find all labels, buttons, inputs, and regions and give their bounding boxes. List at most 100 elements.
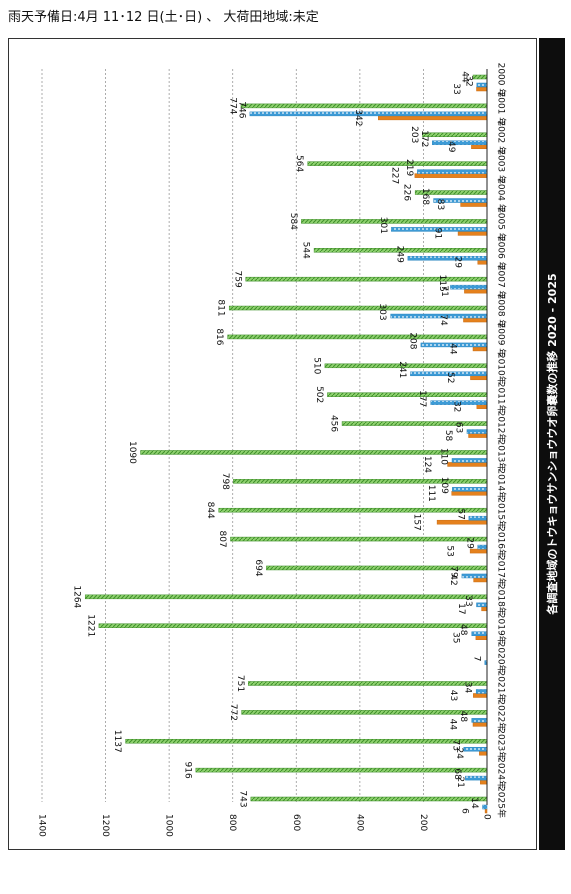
data-label: 227 — [389, 167, 399, 184]
bar — [249, 111, 488, 117]
bar — [195, 767, 488, 773]
bar — [472, 346, 488, 352]
bar — [476, 404, 488, 409]
rain-date-caption: 雨天予備日:4月 11･12 日(土･日) 、 大荷田地域:未定 — [8, 10, 319, 25]
y-tick-label: 1200 — [100, 814, 110, 837]
bar — [125, 738, 488, 744]
data-label: 510 — [311, 357, 321, 374]
data-label: 798 — [220, 473, 230, 490]
bar — [227, 334, 488, 340]
data-label: 44 — [460, 71, 470, 83]
data-label: 172 — [419, 130, 429, 147]
data-label: 157 — [412, 514, 422, 531]
bar — [471, 718, 488, 723]
bar — [473, 693, 488, 698]
data-label: 1221 — [85, 614, 95, 637]
data-label: 1137 — [112, 730, 122, 753]
data-label: 7 — [471, 656, 481, 662]
data-label: 34 — [463, 682, 473, 694]
data-label: 203 — [409, 126, 419, 143]
data-label: 564 — [294, 155, 304, 172]
data-label: 774 — [227, 97, 237, 114]
y-tick-label: 0 — [482, 814, 492, 820]
category-label: 2018年 — [496, 584, 508, 616]
data-label: 816 — [214, 328, 224, 345]
category-label: 2014年 — [496, 468, 508, 500]
data-label: 21 — [455, 776, 465, 787]
category-label: 2016年 — [496, 526, 508, 558]
y-tick-label: 800 — [227, 814, 237, 831]
bar — [465, 775, 488, 781]
category-label: 2004 年 — [496, 178, 508, 213]
bar — [240, 103, 488, 109]
bar — [461, 573, 488, 579]
bar — [475, 689, 488, 694]
data-label: 32 — [463, 75, 473, 86]
bar — [407, 256, 488, 261]
bar — [469, 548, 488, 554]
data-label: 58 — [443, 430, 453, 442]
y-tick-label: 600 — [291, 814, 301, 831]
data-label: 759 — [232, 271, 242, 288]
data-label: 53 — [445, 545, 455, 556]
bar — [460, 202, 488, 207]
data-label: 303 — [377, 303, 387, 320]
data-label: 109 — [439, 477, 449, 494]
data-label: 44 — [448, 719, 458, 731]
data-label: 71 — [439, 285, 449, 296]
data-label: 32 — [451, 401, 461, 412]
data-label: 226 — [402, 184, 412, 201]
bar — [230, 536, 488, 542]
bar — [468, 433, 488, 438]
bar — [472, 722, 488, 727]
category-label: 2001 年 — [496, 91, 508, 126]
data-label: 57 — [455, 508, 465, 519]
bar — [466, 429, 488, 434]
chart-title: 各調査地域のトウキョウサンショウウオ卵嚢数の推移 2020 - 2025 — [546, 273, 559, 615]
data-label: 772 — [228, 704, 238, 721]
bar — [140, 450, 488, 455]
data-label: 456 — [329, 415, 339, 432]
category-label: 2019年 — [496, 613, 508, 645]
data-label: 43 — [448, 690, 458, 701]
bar — [463, 317, 488, 323]
category-label: 2000 年 — [496, 63, 508, 98]
category-label: 2006 年 — [496, 236, 508, 271]
data-label: 44 — [448, 343, 458, 355]
data-label: 17 — [456, 603, 466, 614]
bar — [477, 260, 488, 265]
data-label: 249 — [394, 246, 404, 263]
bar — [422, 132, 488, 138]
data-label: 49 — [446, 141, 456, 153]
data-label: 916 — [182, 762, 192, 779]
bar — [218, 507, 488, 513]
data-label: 111 — [426, 485, 436, 502]
bar — [451, 491, 488, 496]
bar — [414, 173, 488, 178]
data-label: 168 — [420, 188, 430, 205]
bar — [476, 602, 488, 608]
category-label: 2017年 — [496, 555, 508, 587]
y-tick-label: 1400 — [37, 814, 47, 837]
bar — [228, 305, 488, 311]
bar — [480, 779, 488, 785]
bar — [457, 231, 488, 236]
data-label: 1090 — [127, 441, 137, 464]
category-label: 2003 年 — [496, 149, 508, 184]
bar — [468, 515, 488, 521]
data-label: 14 — [469, 797, 479, 809]
category-label: 2013年 — [496, 439, 508, 471]
data-label: 110 — [439, 448, 449, 465]
bar — [301, 219, 488, 224]
data-label: 1264 — [72, 585, 82, 608]
data-label: 746 — [236, 101, 246, 118]
bar — [470, 375, 488, 381]
bar — [447, 462, 488, 467]
data-label: 241 — [397, 361, 407, 378]
data-label: 301 — [378, 217, 388, 234]
bar — [84, 594, 488, 600]
data-label: 342 — [353, 109, 363, 126]
data-label: 29 — [452, 257, 462, 269]
data-label: 844 — [205, 502, 215, 519]
data-label: 33 — [463, 595, 473, 606]
